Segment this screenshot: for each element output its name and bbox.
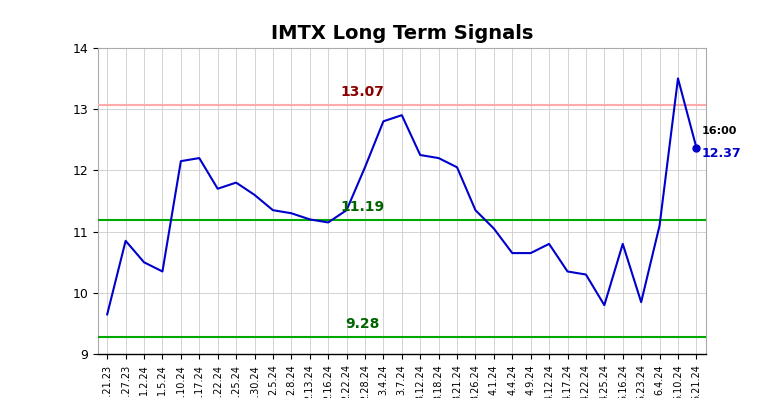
Text: 11.19: 11.19 — [340, 200, 384, 214]
Text: 9.28: 9.28 — [345, 317, 379, 331]
Text: 13.07: 13.07 — [340, 85, 384, 99]
Point — [690, 144, 702, 151]
Text: 12.37: 12.37 — [702, 147, 742, 160]
Title: IMTX Long Term Signals: IMTX Long Term Signals — [270, 24, 533, 43]
Text: 16:00: 16:00 — [702, 126, 737, 136]
